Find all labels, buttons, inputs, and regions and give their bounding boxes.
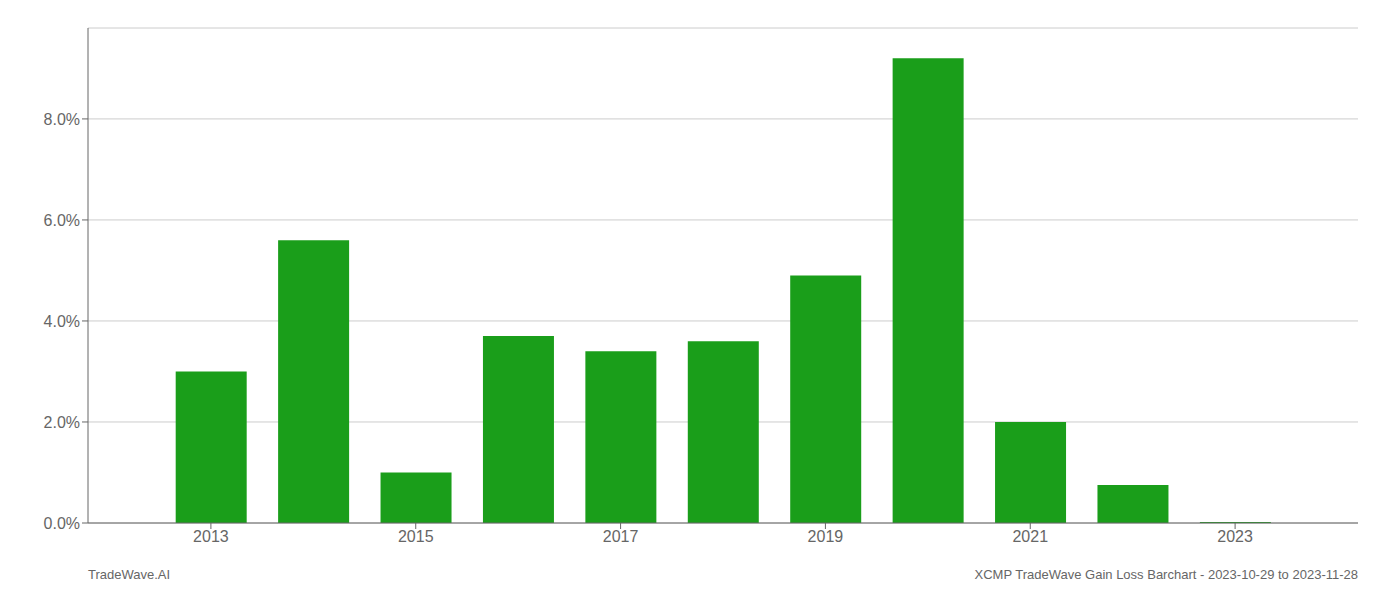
svg-text:4.0%: 4.0% (44, 313, 80, 330)
svg-text:2023: 2023 (1217, 528, 1253, 545)
svg-text:2019: 2019 (808, 528, 844, 545)
svg-text:6.0%: 6.0% (44, 212, 80, 229)
svg-text:2013: 2013 (193, 528, 229, 545)
svg-text:8.0%: 8.0% (44, 111, 80, 128)
html-text:XCMP TradeWave Gain Loss Barch: XCMP TradeWave Gain Loss Barchart - 2023… (974, 567, 1358, 582)
svg-text:2015: 2015 (398, 528, 434, 545)
svg-text:0.0%: 0.0% (44, 515, 80, 532)
html-text:TradeWave.AI: TradeWave.AI (88, 567, 171, 582)
svg-text:2021: 2021 (1012, 528, 1048, 545)
svg-text:2.0%: 2.0% (44, 414, 80, 431)
svg-text:2017: 2017 (603, 528, 639, 545)
